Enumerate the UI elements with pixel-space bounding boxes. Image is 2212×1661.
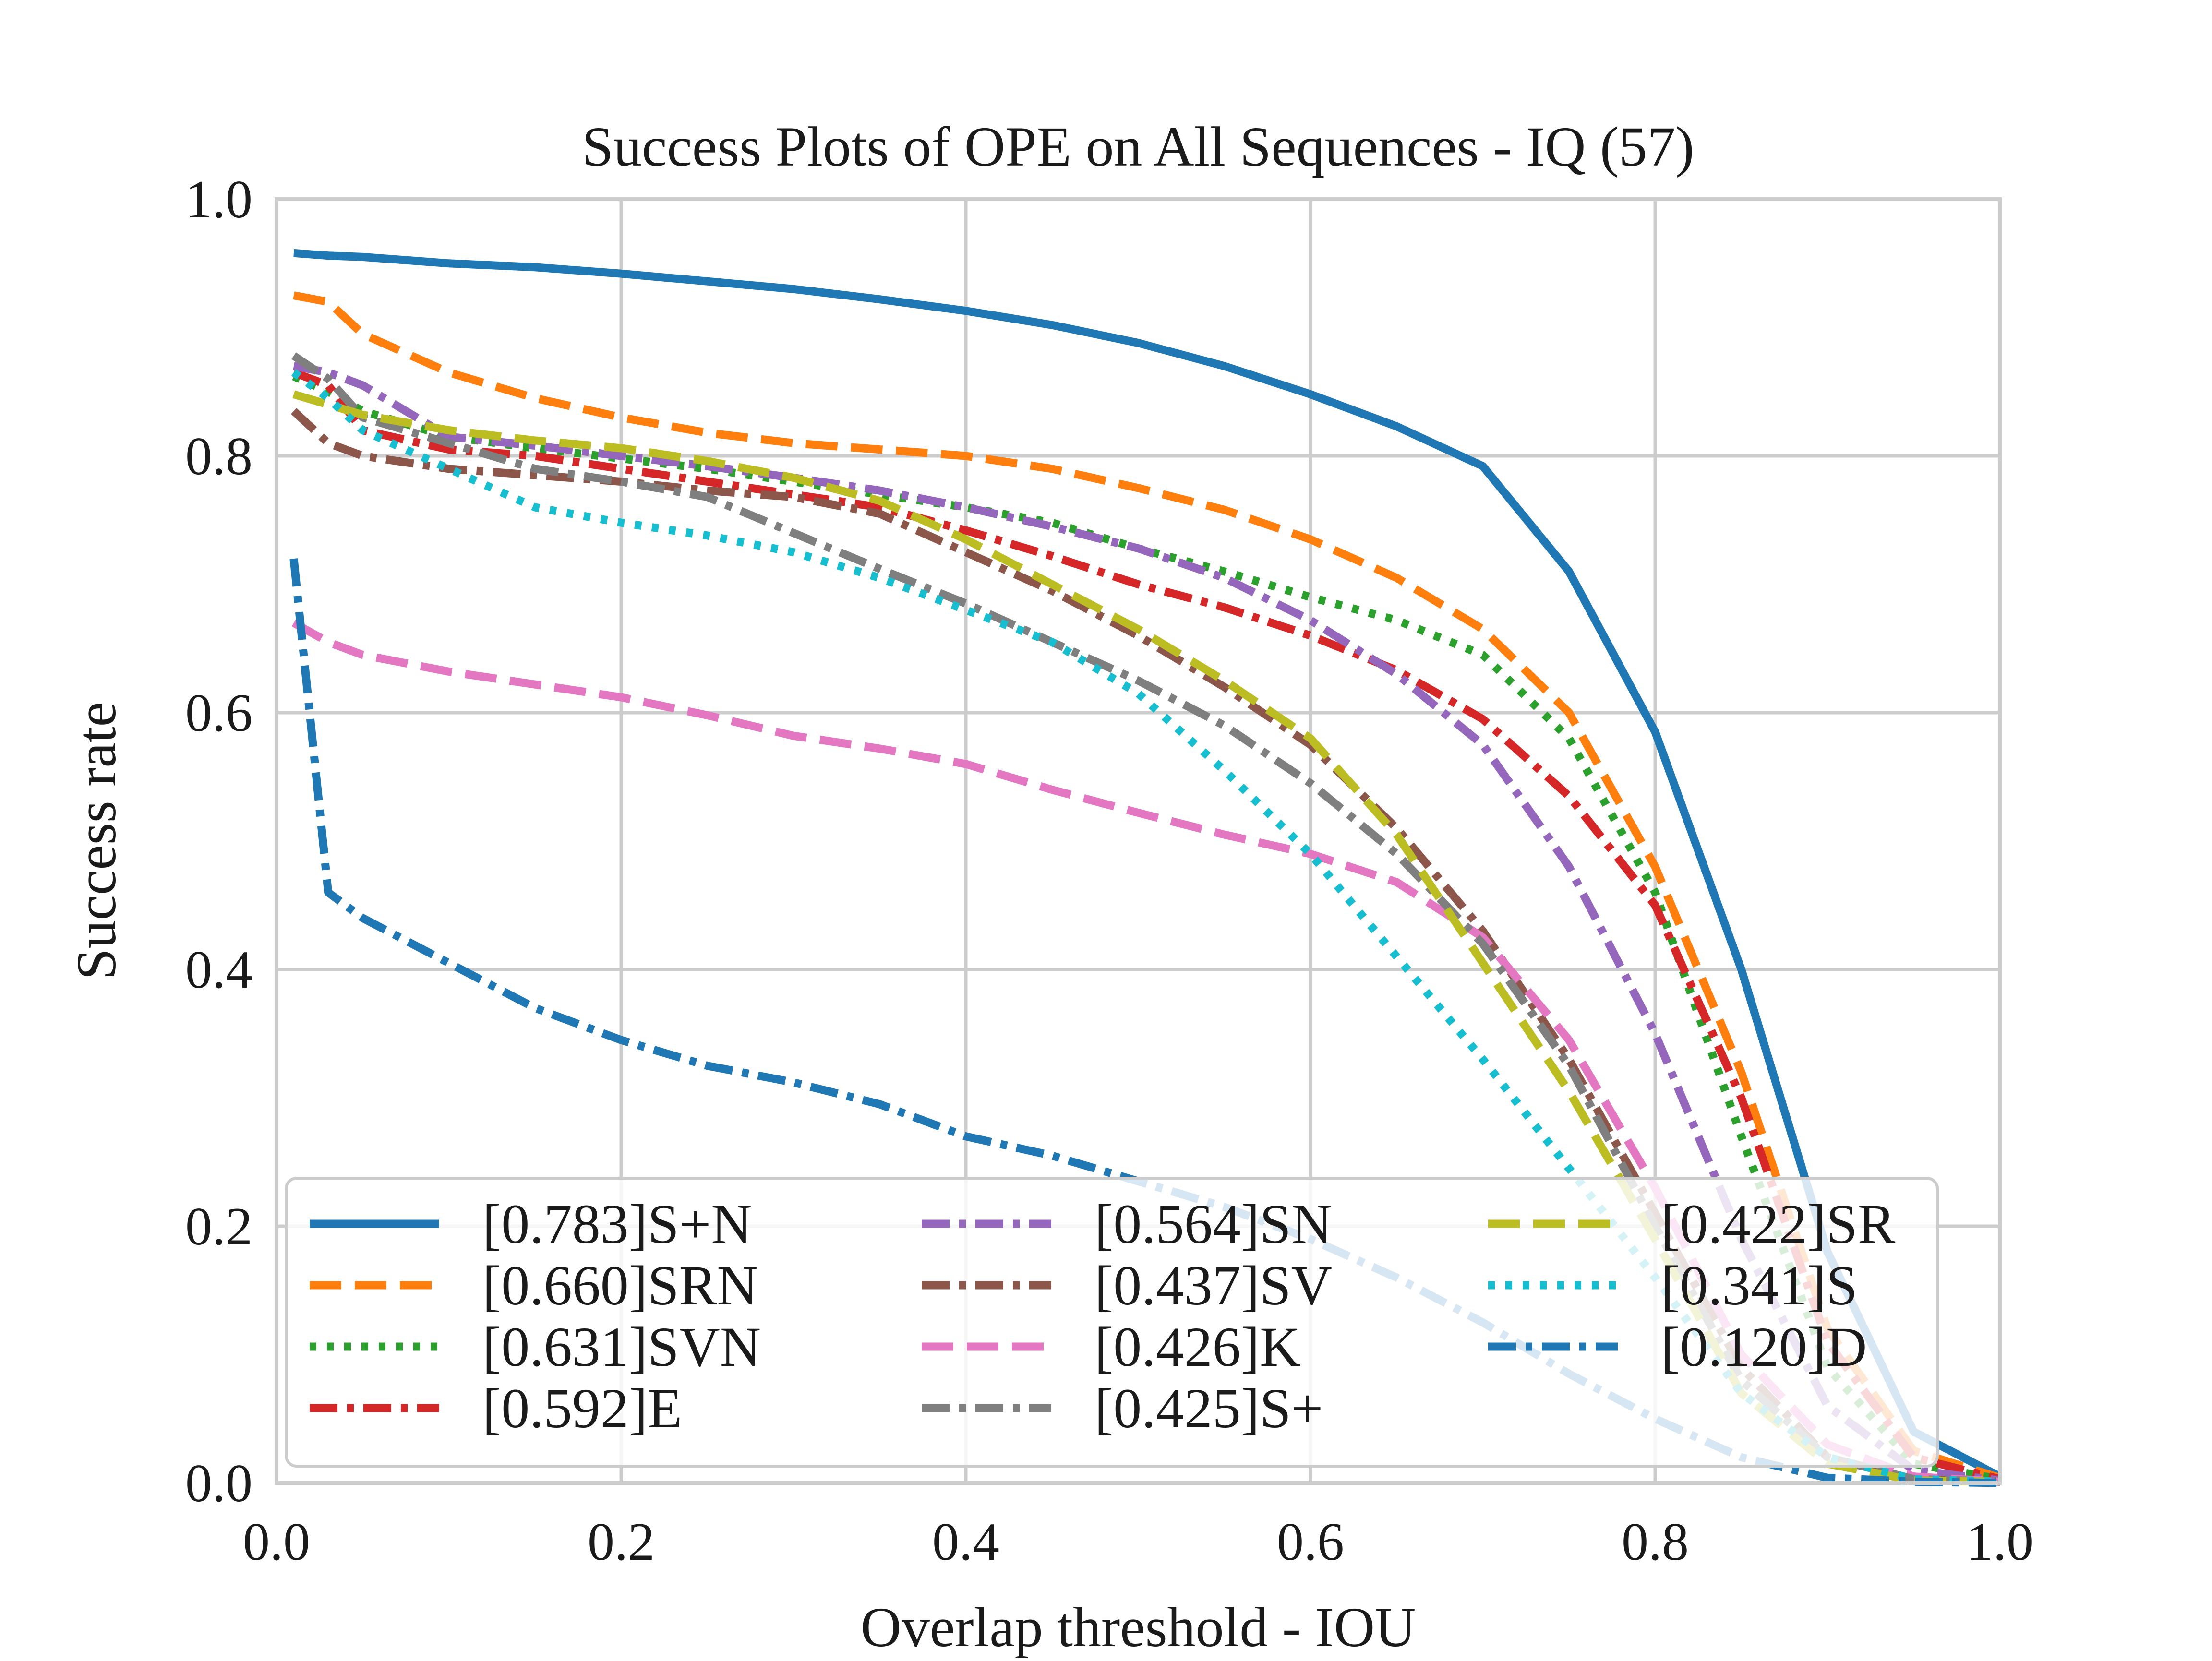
legend-label-7: [0.426]K bbox=[1094, 1315, 1300, 1378]
y-axis-label: Success rate bbox=[65, 702, 128, 980]
x-tick-label: 0.0 bbox=[243, 1512, 310, 1572]
legend-label-4: [0.592]E bbox=[482, 1377, 682, 1440]
y-tick-label: 0.4 bbox=[185, 940, 252, 1000]
series-line-8 bbox=[291, 352, 2000, 1486]
series-line-11 bbox=[289, 558, 2000, 1487]
tick-labels: 0.0 0.2 0.4 0.6 0.8 1.0 0.0 0.2 0.4 0.6 0.8 1.0 bbox=[185, 170, 2033, 1572]
x-axis-label: Overlap threshold - IOU bbox=[861, 1596, 1416, 1659]
legend-label-8: [0.425]S+ bbox=[1094, 1377, 1323, 1440]
legend-box bbox=[285, 1177, 1939, 1468]
y-tick-label: 0.2 bbox=[185, 1197, 252, 1256]
x-tick-label: 1.0 bbox=[1966, 1512, 2033, 1572]
legend-label-2: [0.660]SRN bbox=[482, 1254, 758, 1317]
y-tick-label: 0.8 bbox=[185, 427, 252, 486]
y-tick-label: 1.0 bbox=[185, 170, 252, 229]
y-tick-label: 0.6 bbox=[185, 683, 252, 743]
x-tick-label: 0.6 bbox=[1277, 1512, 1344, 1572]
legend-label-3: [0.631]SVN bbox=[482, 1315, 761, 1378]
plot-frame bbox=[275, 197, 2002, 1485]
legend-label-1: [0.783]S+N bbox=[482, 1193, 752, 1255]
legend-label-6: [0.437]SV bbox=[1094, 1254, 1332, 1317]
x-tick-label: 0.4 bbox=[932, 1512, 999, 1572]
series-line-2 bbox=[293, 291, 2001, 1482]
legend-label-5: [0.564]SN bbox=[1094, 1193, 1332, 1255]
chart-title: Success Plots of OPE on All Sequences - … bbox=[582, 115, 1694, 178]
legend-label-10: [0.341]S bbox=[1661, 1254, 1858, 1317]
series-line-5 bbox=[293, 362, 2001, 1485]
legend-label-11: [0.120]D bbox=[1661, 1315, 1867, 1378]
x-tick-label: 0.8 bbox=[1622, 1512, 1689, 1572]
legend: [0.783]S+N[0.660]SRN[0.631]SVN[0.592]E [0… bbox=[285, 1177, 1939, 1468]
y-tick-label: 0.0 bbox=[185, 1454, 252, 1513]
legend-label-9: [0.422]SR bbox=[1661, 1193, 1896, 1255]
x-tick-label: 0.2 bbox=[588, 1512, 655, 1572]
series-line-1 bbox=[293, 249, 2002, 1481]
